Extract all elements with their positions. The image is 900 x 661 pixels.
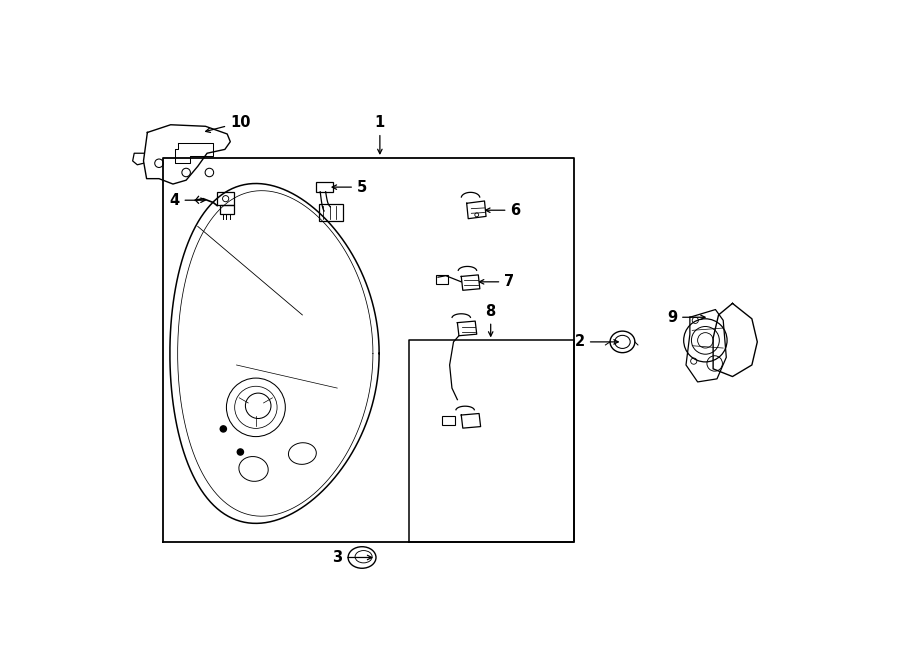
Bar [217,192,234,205]
Circle shape [220,426,227,432]
Text: 1: 1 [374,115,385,154]
Text: 10: 10 [206,115,250,132]
Text: 2: 2 [575,334,618,350]
Text: 3: 3 [332,550,372,565]
Bar [220,205,234,214]
Text: 4: 4 [169,193,205,208]
Circle shape [238,449,244,455]
Text: 6: 6 [486,203,520,217]
Text: 5: 5 [332,180,367,194]
Bar [442,416,455,425]
Bar [319,204,344,221]
Bar [316,182,333,192]
Text: 8: 8 [486,303,496,336]
Text: 7: 7 [480,274,515,290]
Bar [436,275,448,284]
Text: 9: 9 [667,310,705,325]
